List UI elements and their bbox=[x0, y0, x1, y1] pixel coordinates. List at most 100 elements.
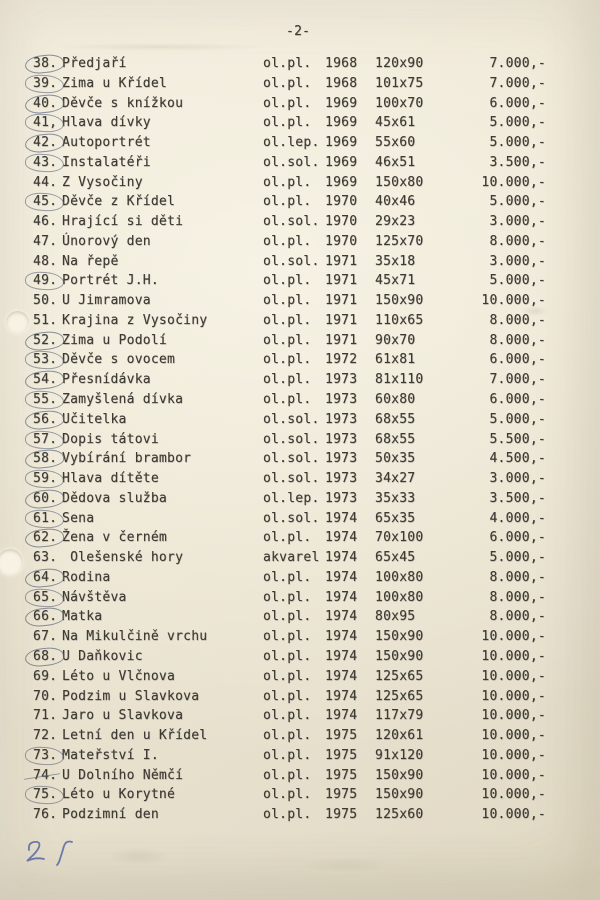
cell-dim: 100x70 bbox=[375, 95, 424, 111]
painting-list: 38. Předjaří ol.pl. 1968 120x90 7.000,- 39. Zim… bbox=[0, 53, 600, 825]
cell-title: Z Vysočiny bbox=[62, 174, 143, 190]
punch-hole bbox=[0, 549, 23, 575]
table-row: 55. Zamyšlená dívka ol.pl. 1973 60x80 6.000,- bbox=[0, 390, 600, 411]
table-row: 65. Návštěva ol.pl. 1974 100x80 8.000,- bbox=[0, 587, 600, 608]
cell-num: 60. bbox=[33, 490, 58, 506]
cell-dim: 125x70 bbox=[375, 233, 424, 249]
cell-dim: 40x46 bbox=[375, 194, 416, 210]
cell-tech: ol.pl. bbox=[263, 569, 312, 585]
cell-dim: 50x35 bbox=[375, 451, 416, 467]
table-row: 43. Instalatéři ol.sol. 1969 46x51 3.500,- bbox=[0, 152, 600, 173]
cell-title: Hlava dítěte bbox=[62, 471, 159, 487]
cell-num: 75. bbox=[33, 787, 58, 803]
cell-dim: 68x55 bbox=[375, 431, 416, 447]
cell-tech: ol.pl. bbox=[263, 56, 312, 71]
cell-price: 5.000,- bbox=[489, 135, 546, 151]
cell-year: 1973 bbox=[325, 490, 358, 506]
cell-year: 1974 bbox=[325, 668, 358, 684]
cell-title: Děvče s ovocem bbox=[62, 352, 176, 368]
cell-tech: ol.sol. bbox=[263, 214, 320, 230]
cell-price: 6.000,- bbox=[489, 352, 546, 368]
cell-title: Děvče s knížkou bbox=[62, 95, 184, 111]
cell-price: 6.000,- bbox=[489, 530, 546, 546]
cell-dim: 120x90 bbox=[375, 56, 424, 71]
cell-dim: 150x80 bbox=[375, 174, 424, 190]
cell-title: Sena bbox=[62, 510, 95, 526]
cell-price: 3.000,- bbox=[489, 214, 546, 230]
cell-tech: ol.sol. bbox=[263, 471, 320, 487]
table-row: 68. U Daňkovic ol.pl. 1974 150x90 10.000,- bbox=[0, 646, 600, 668]
cell-tech: ol.pl. bbox=[263, 174, 312, 190]
table-row: 67. Na Mikulčině vrchu ol.pl. 1974 150x90 10.… bbox=[0, 627, 600, 647]
cell-title: Mateřství I. bbox=[62, 747, 159, 763]
cell-year: 1970 bbox=[325, 214, 358, 230]
cell-title: Děvče z Křídel bbox=[62, 194, 176, 210]
cell-price: 3.500,- bbox=[489, 154, 546, 170]
cell-year: 1975 bbox=[325, 787, 358, 803]
cell-dim: 150x90 bbox=[375, 787, 424, 803]
cell-year: 1974 bbox=[325, 569, 358, 585]
cell-year: 1968 bbox=[325, 56, 358, 71]
cell-dim: 90x70 bbox=[375, 332, 416, 348]
table-row: 62. Žena v černém ol.pl. 1974 70x100 6.000,- bbox=[0, 527, 600, 550]
cell-tech: ol.pl. bbox=[263, 194, 312, 210]
cell-num: 76. bbox=[33, 807, 58, 823]
cell-tech: ol.pl. bbox=[263, 115, 312, 131]
cell-dim: 65x45 bbox=[375, 550, 416, 566]
cell-price: 6.000,- bbox=[489, 95, 546, 111]
cell-title: Rodina bbox=[62, 569, 111, 585]
cell-tech: ol.pl. bbox=[263, 372, 312, 388]
table-row: 75. Léto u Korytné ol.pl. 1975 150x90 10.000,… bbox=[0, 785, 600, 806]
cell-num: 69. bbox=[33, 668, 58, 684]
cell-num: 68. bbox=[33, 648, 58, 664]
cell-year: 1974 bbox=[325, 530, 358, 546]
table-row: 48. Na řepě ol.sol. 1971 35x18 3.000,- bbox=[0, 252, 600, 272]
cell-year: 1968 bbox=[325, 75, 358, 91]
cell-tech: ol.pl. bbox=[263, 233, 312, 249]
cell-price: 7.000,- bbox=[489, 372, 546, 388]
cell-tech: ol.pl. bbox=[263, 332, 312, 348]
cell-num: 48. bbox=[33, 253, 58, 269]
cell-tech: ol.lep. bbox=[263, 490, 320, 506]
table-row: 69. Léto u Vlčnova ol.pl. 1974 125x65 10.000,… bbox=[0, 667, 600, 687]
table-row: 54. Přesnídávka ol.pl. 1973 81x110 7.000,- bbox=[0, 369, 600, 391]
cell-dim: 29x23 bbox=[375, 214, 416, 230]
cell-title: Předjaří bbox=[62, 56, 127, 71]
cell-year: 1969 bbox=[325, 95, 358, 111]
cell-title: Autoportrét bbox=[62, 135, 151, 151]
cell-year: 1969 bbox=[325, 115, 358, 131]
cell-title: Léto u Vlčnova bbox=[62, 668, 176, 684]
cell-num: 43. bbox=[33, 154, 58, 170]
cell-year: 1974 bbox=[325, 510, 358, 526]
cell-year: 1974 bbox=[325, 708, 358, 724]
cell-year: 1971 bbox=[325, 312, 358, 328]
cell-num: 59. bbox=[33, 471, 58, 487]
cell-tech: ol.pl. bbox=[263, 787, 312, 803]
cell-price: 3.000,- bbox=[489, 471, 546, 487]
cell-dim: 150x90 bbox=[375, 629, 424, 645]
table-row: 74. U Dolního Němčí ol.pl. 1975 150x90 10.000… bbox=[0, 766, 600, 786]
cell-num: 67. bbox=[33, 629, 58, 645]
table-row: 49. Portrét J.H. ol.pl. 1971 45x71 5.000,- bbox=[0, 271, 600, 292]
table-row: 45. Děvče z Křídel ol.pl. 1970 40x46 5.000,- bbox=[0, 192, 600, 213]
cell-price: 5.000,- bbox=[489, 115, 546, 131]
table-row: 38. Předjaří ol.pl. 1968 120x90 7.000,- bbox=[0, 53, 600, 75]
cell-dim: 34x27 bbox=[375, 471, 416, 487]
cell-dim: 125x65 bbox=[375, 688, 424, 704]
cell-tech: akvarel bbox=[263, 550, 320, 566]
cell-price: 10.000,- bbox=[481, 708, 546, 724]
cell-tech: ol.sol. bbox=[263, 451, 320, 467]
cell-num: 74. bbox=[33, 767, 58, 783]
cell-year: 1974 bbox=[325, 688, 358, 704]
cell-tech: ol.pl. bbox=[263, 392, 312, 408]
cell-title: Instalatéři bbox=[62, 154, 151, 170]
cell-num: 40. bbox=[33, 95, 58, 111]
cell-dim: 117x79 bbox=[375, 708, 424, 724]
cell-price: 8.000,- bbox=[489, 569, 546, 585]
cell-dim: 68x55 bbox=[375, 411, 416, 427]
cell-num: 39. bbox=[33, 75, 58, 91]
cell-title: U Dolního Němčí bbox=[62, 767, 184, 783]
cell-title: Portrét J.H. bbox=[62, 273, 159, 289]
cell-price: 8.000,- bbox=[489, 332, 546, 348]
cell-tech: ol.pl. bbox=[263, 688, 312, 704]
